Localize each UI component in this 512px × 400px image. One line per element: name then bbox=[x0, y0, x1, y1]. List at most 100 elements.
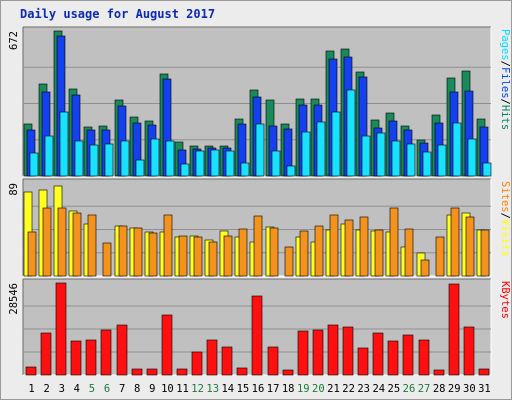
bar-kbytes-day-4 bbox=[70, 340, 82, 376]
bar-pages-day-24 bbox=[376, 132, 386, 177]
bar-pages-day-12 bbox=[195, 150, 205, 177]
x-tick-label-day-15: 15 bbox=[237, 383, 250, 395]
x-tick-label-day-1: 1 bbox=[28, 383, 34, 395]
bar-kbytes-day-15 bbox=[236, 367, 248, 376]
bar-kbytes-day-28 bbox=[433, 369, 445, 376]
bar-sites-day-2 bbox=[42, 207, 52, 277]
bar-kbytes-day-25 bbox=[387, 340, 399, 376]
bar-pages-day-20 bbox=[316, 121, 326, 177]
x-tick-label-day-22: 22 bbox=[342, 383, 355, 395]
legend-entry-visits: Visits bbox=[499, 219, 511, 257]
x-tick-label-day-29: 29 bbox=[448, 383, 461, 395]
bar-pages-day-3 bbox=[59, 111, 69, 177]
x-tick-label-day-16: 16 bbox=[252, 383, 265, 395]
bar-sites-day-15 bbox=[238, 228, 248, 277]
x-tick-label-day-6: 6 bbox=[104, 383, 110, 395]
bar-pages-day-26 bbox=[406, 143, 416, 177]
panel-kbytes-max-label: 28546 bbox=[8, 283, 20, 315]
bar-pages-day-31 bbox=[482, 162, 492, 177]
panel-pages-files-hits-axis-legend: Pages/Files/Hits bbox=[499, 29, 511, 130]
bar-pages-day-7 bbox=[120, 140, 130, 177]
x-tick-label-day-8: 8 bbox=[134, 383, 140, 395]
bar-sites-day-28 bbox=[435, 236, 445, 277]
bar-pages-day-9 bbox=[150, 138, 160, 177]
bar-pages-day-4 bbox=[74, 140, 84, 177]
bar-kbytes-day-18 bbox=[282, 369, 294, 376]
bar-sites-day-12 bbox=[193, 236, 203, 277]
x-tick-label-day-9: 9 bbox=[149, 383, 155, 395]
bar-sites-day-4 bbox=[72, 212, 82, 277]
x-tick-label-day-25: 25 bbox=[388, 383, 401, 395]
bar-sites-day-9 bbox=[148, 232, 158, 277]
legend-separator: / bbox=[499, 213, 511, 219]
bar-kbytes-day-5 bbox=[85, 339, 97, 376]
bar-kbytes-day-19 bbox=[297, 330, 309, 376]
bar-pages-day-10 bbox=[165, 140, 175, 177]
bar-sites-day-3 bbox=[57, 207, 67, 277]
bar-kbytes-day-26 bbox=[402, 334, 414, 376]
x-tick-label-day-4: 4 bbox=[74, 383, 80, 395]
bar-pages-day-17 bbox=[271, 150, 281, 177]
bar-sites-day-25 bbox=[389, 207, 399, 277]
bar-kbytes-day-3 bbox=[55, 282, 67, 376]
bar-sites-day-13 bbox=[208, 241, 218, 277]
x-tick-label-day-17: 17 bbox=[267, 383, 280, 395]
bar-sites-day-20 bbox=[314, 225, 324, 277]
bar-sites-day-8 bbox=[133, 227, 143, 277]
x-tick-label-day-12: 12 bbox=[191, 383, 204, 395]
x-tick-label-day-27: 27 bbox=[418, 383, 431, 395]
legend-entry-pages: Pages bbox=[499, 29, 511, 61]
bar-kbytes-day-22 bbox=[342, 326, 354, 376]
bar-sites-day-18 bbox=[284, 246, 294, 277]
x-tick-label-day-23: 23 bbox=[357, 383, 370, 395]
x-tick-label-day-7: 7 bbox=[119, 383, 125, 395]
bar-kbytes-day-9 bbox=[146, 368, 158, 376]
bar-kbytes-day-6 bbox=[100, 329, 112, 376]
legend-entry-sites: Sites bbox=[499, 181, 511, 213]
bar-kbytes-day-14 bbox=[221, 346, 233, 376]
bar-pages-day-23 bbox=[361, 135, 371, 177]
x-tick-label-day-13: 13 bbox=[206, 383, 219, 395]
bar-sites-day-30 bbox=[465, 216, 475, 277]
panel-sites-visits-axis-legend: Sites/Visits bbox=[499, 181, 511, 257]
bar-sites-day-19 bbox=[299, 230, 309, 277]
bar-sites-day-22 bbox=[344, 219, 354, 277]
x-tick-label-day-20: 20 bbox=[312, 383, 325, 395]
x-tick-label-day-28: 28 bbox=[433, 383, 446, 395]
bar-pages-day-25 bbox=[391, 140, 401, 177]
bar-sites-day-7 bbox=[118, 225, 128, 277]
bar-sites-day-6 bbox=[102, 242, 112, 277]
bar-sites-day-5 bbox=[87, 214, 97, 277]
bar-sites-day-21 bbox=[329, 214, 339, 277]
legend-separator: / bbox=[499, 61, 511, 67]
bar-pages-day-30 bbox=[467, 138, 477, 177]
bar-pages-day-28 bbox=[437, 144, 447, 177]
bar-kbytes-day-23 bbox=[357, 347, 369, 376]
chart-title: Daily usage for August 2017 bbox=[20, 7, 216, 21]
x-tick-label-day-21: 21 bbox=[327, 383, 340, 395]
bar-pages-day-19 bbox=[301, 131, 311, 177]
bar-sites-day-11 bbox=[178, 235, 188, 277]
bar-pages-day-22 bbox=[346, 89, 356, 177]
x-tick-label-day-18: 18 bbox=[282, 383, 295, 395]
bar-kbytes-day-8 bbox=[131, 368, 143, 376]
bar-pages-day-13 bbox=[210, 149, 220, 177]
bar-kbytes-day-29 bbox=[448, 283, 460, 376]
x-tick-label-day-30: 30 bbox=[463, 383, 476, 395]
bar-sites-day-16 bbox=[253, 215, 263, 277]
bar-pages-day-5 bbox=[89, 144, 99, 177]
x-tick-label-day-3: 3 bbox=[59, 383, 65, 395]
bar-kbytes-day-10 bbox=[161, 314, 173, 376]
bar-sites-day-29 bbox=[450, 207, 460, 277]
x-tick-label-day-10: 10 bbox=[161, 383, 174, 395]
bar-sites-day-24 bbox=[374, 229, 384, 277]
bar-kbytes-day-27 bbox=[418, 339, 430, 376]
bar-kbytes-day-7 bbox=[116, 324, 128, 376]
bar-pages-day-27 bbox=[422, 151, 432, 177]
bar-kbytes-day-16 bbox=[251, 295, 263, 376]
x-tick-label-day-26: 26 bbox=[403, 383, 416, 395]
legend-entry-files: Files bbox=[499, 67, 511, 99]
bar-pages-day-2 bbox=[44, 135, 54, 177]
bar-pages-day-16 bbox=[255, 123, 265, 177]
